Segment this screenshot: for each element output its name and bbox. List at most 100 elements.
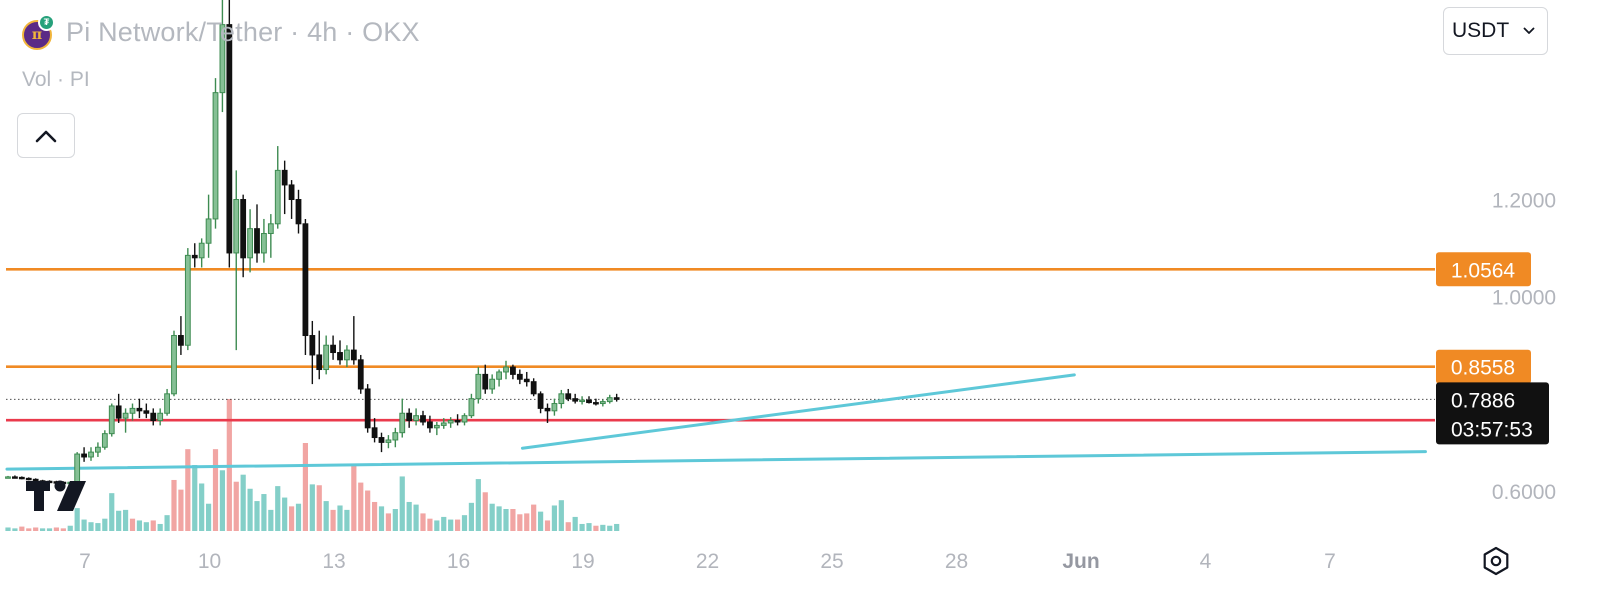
candle-body — [295, 199, 302, 225]
candle — [164, 388, 170, 416]
volume-layer — [5, 399, 620, 531]
price-level-badge — [1436, 252, 1531, 287]
volume-bar — [39, 528, 46, 531]
volume-bar — [81, 519, 87, 531]
candle — [606, 394, 613, 404]
candle-body — [406, 412, 413, 422]
candle — [25, 477, 32, 481]
candle — [261, 218, 267, 263]
candle-body — [254, 228, 260, 254]
candle-body — [530, 381, 537, 395]
candle — [274, 146, 281, 229]
candle — [399, 398, 406, 438]
collapse-legend-button[interactable] — [17, 113, 75, 158]
hexagon-settings-icon — [1483, 546, 1509, 576]
volume-bar — [19, 526, 25, 531]
candle-body — [32, 478, 39, 482]
candle-body — [323, 344, 330, 371]
candle — [468, 393, 475, 419]
candle — [392, 427, 399, 448]
candle-body — [385, 439, 392, 443]
volume-bar — [399, 476, 405, 531]
volume-bar — [247, 488, 253, 531]
volume-bar — [558, 500, 564, 531]
pi-network-coin-icon: π ₮ — [20, 14, 56, 50]
x-axis-tick-label: 10 — [198, 550, 221, 573]
candle-body — [108, 405, 115, 435]
candle-body — [247, 228, 253, 259]
volume-bar — [12, 528, 18, 531]
candle — [143, 403, 150, 419]
y-axis-tick-label: 1.0000 — [1492, 287, 1556, 310]
volume-bar — [323, 501, 329, 531]
trend-line — [520, 373, 1076, 450]
candle — [219, 0, 226, 113]
candle — [510, 364, 516, 380]
candle-body — [171, 335, 177, 395]
volume-bar — [95, 523, 101, 531]
tether-icon: ₮ — [38, 14, 55, 31]
price-level-label: 0.8558 — [1451, 357, 1515, 380]
candle — [357, 354, 364, 394]
candle — [226, 0, 233, 268]
volume-bar — [441, 516, 447, 531]
candle — [295, 189, 302, 234]
x-axis-tick-label: 19 — [571, 550, 594, 573]
candle-body — [198, 242, 205, 259]
candle — [81, 447, 87, 462]
volume-bar — [316, 485, 322, 531]
candle-body — [136, 407, 143, 412]
candle-body — [558, 393, 565, 405]
candle-body — [427, 421, 433, 429]
volume-bar — [378, 506, 385, 531]
candle — [406, 408, 413, 428]
candle — [413, 408, 419, 426]
volume-bar — [614, 523, 620, 531]
candle-body — [364, 388, 371, 429]
volume-bar — [337, 505, 343, 531]
tradingview-logo[interactable] — [26, 478, 88, 519]
volume-bar — [586, 523, 592, 531]
volume-bar — [282, 497, 288, 531]
volume-bar — [171, 479, 177, 531]
candle-body — [516, 373, 523, 380]
candle-body — [261, 233, 267, 254]
volume-bar — [205, 503, 212, 531]
candle — [88, 447, 94, 461]
candle — [599, 399, 606, 407]
volume-bar — [295, 503, 302, 531]
candle — [247, 209, 253, 273]
candle — [586, 396, 592, 404]
volume-bar — [157, 523, 163, 531]
candle-body — [420, 415, 426, 423]
volume-bar — [74, 508, 80, 531]
candle — [267, 214, 274, 258]
volume-bar — [150, 520, 156, 531]
candle — [565, 388, 572, 402]
candle — [489, 374, 496, 394]
volume-bar — [489, 503, 495, 531]
candle-body — [330, 344, 336, 354]
volume-bar — [46, 528, 53, 531]
volume-indicator-label[interactable]: Vol · PI — [22, 68, 90, 91]
candle — [537, 391, 544, 414]
volume-bar — [164, 515, 170, 531]
trend-lines-layer — [5, 373, 1427, 471]
volume-bar — [537, 511, 544, 531]
candle-countdown-label: 03:57:53 — [1451, 418, 1533, 441]
candle-body — [25, 477, 32, 481]
candle — [433, 421, 440, 436]
candle-body — [551, 403, 558, 412]
chart-settings-button[interactable] — [1478, 543, 1514, 584]
candle-body — [129, 407, 136, 414]
volume-bar — [510, 509, 516, 531]
candle — [129, 403, 136, 421]
candle — [350, 316, 357, 365]
currency-select[interactable]: USDT — [1443, 7, 1548, 55]
symbol-legend[interactable]: π ₮ Pi Network/Tether · 4h · OKX — [20, 14, 420, 50]
volume-bar — [351, 464, 357, 531]
volume-bar — [233, 481, 239, 531]
